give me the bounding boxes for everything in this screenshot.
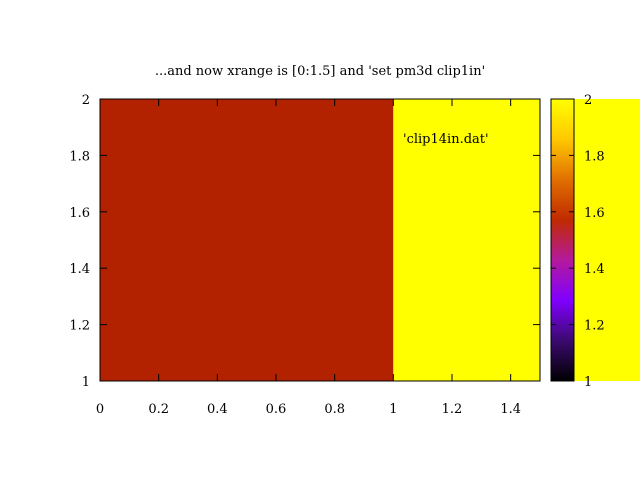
x-tick-label: 1.4 (500, 402, 521, 417)
colorbar-tick-label: 1.8 (584, 149, 605, 164)
colorbar-frame (550, 98, 575, 382)
colorbar-gradient (551, 99, 574, 381)
heatmap-regions (100, 99, 540, 381)
colorbar-tick-label: 1.4 (584, 262, 605, 277)
x-tick-label: 0.4 (207, 402, 228, 417)
colorbar-tick-label: 1 (584, 375, 592, 390)
y-tick-label: 1.2 (69, 319, 90, 334)
x-tick-label: 0.6 (266, 402, 287, 417)
x-tick-label: 1 (389, 402, 397, 417)
colorbar-ticks: 1 1.2 1.4 1.6 1.8 2 (551, 93, 605, 390)
colorbar-tick-label: 2 (584, 93, 592, 108)
chart-title: ...and now xrange is [0:1.5] and 'set pm… (155, 64, 485, 79)
heatmap-region-1 (393, 99, 540, 381)
y-tick-label: 1.4 (69, 262, 90, 277)
y-tick-label: 1 (82, 375, 90, 390)
colorbar: 1 1.2 1.4 1.6 1.8 2 (550, 93, 640, 390)
colorbar-tick-label: 1.6 (584, 206, 605, 221)
heatmap-region-0 (100, 99, 394, 381)
x-tick-label: 1.2 (442, 402, 463, 417)
x-tick-label: 0.2 (148, 402, 169, 417)
colorbar-tick-label: 1.2 (584, 319, 605, 334)
x-tick-label: 0 (96, 402, 104, 417)
y-tick-label: 1.6 (69, 206, 90, 221)
plot-frame (99, 98, 541, 382)
y-tick-label: 1.8 (69, 149, 90, 164)
y-tick-label: 2 (82, 93, 90, 108)
axis-ticks: 0 0.2 0.4 0.6 0.8 1 1.2 1.4 1 1.2 1.4 1.6 1.8 2 (69, 93, 540, 417)
x-tick-label: 0.8 (324, 402, 345, 417)
legend-label: 'clip14in.dat' (403, 132, 489, 147)
